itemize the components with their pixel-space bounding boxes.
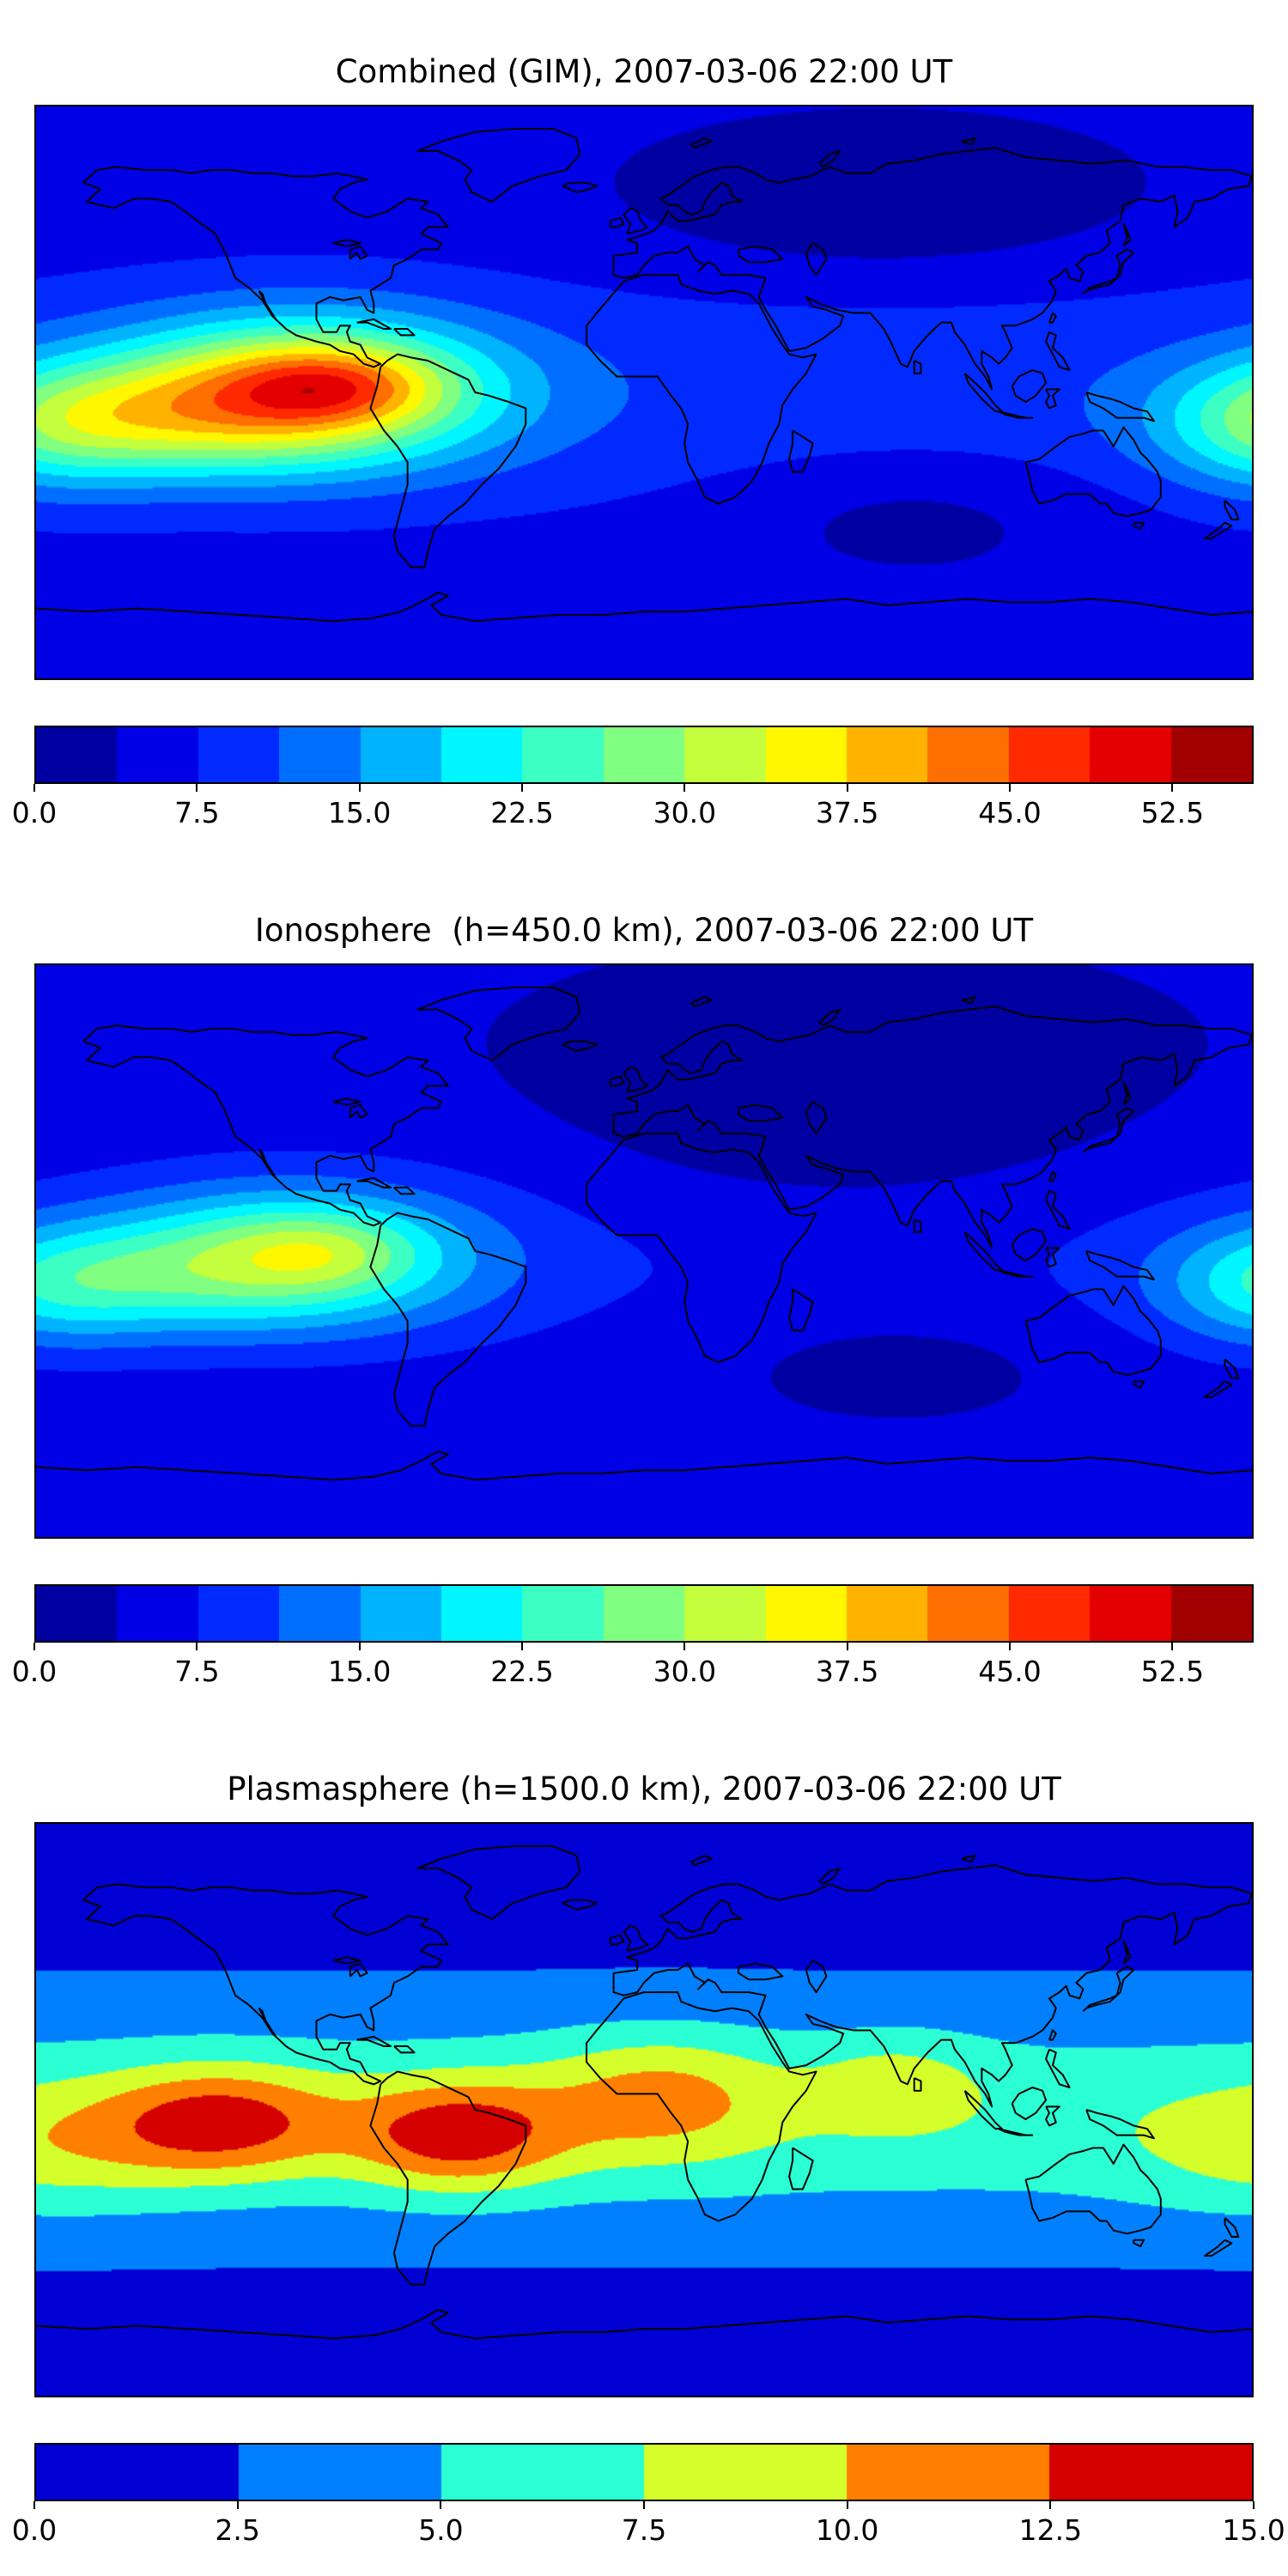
colorbar-tickmark (521, 1643, 523, 1650)
colorbar (34, 1584, 1254, 1643)
colorbar-tickmark (683, 784, 686, 792)
colorbar-tickmark (196, 784, 198, 792)
tec-field-canvas (36, 965, 1252, 1537)
colorbar (34, 726, 1254, 784)
colorbar-tick-label: 0.0 (11, 1655, 58, 1688)
colorbar-tick-label: 22.5 (490, 1655, 554, 1688)
colorbar-tick-label: 5.0 (418, 2513, 464, 2547)
coastline-path (36, 127, 1252, 623)
colorbar-tickmark (1009, 1643, 1011, 1650)
colorbar-tickmark (643, 2501, 645, 2509)
panel-plasmasphere: Plasmasphere (h=1500.0 km), 2007-03-06 2… (0, 1717, 1288, 2576)
colorbar-tickmark (846, 2501, 848, 2509)
colorbar-tickmark (1049, 2501, 1052, 2509)
tec-field-canvas (36, 106, 1252, 678)
colorbar-tickmark (196, 1643, 198, 1650)
colorbar-tick-label: 15.0 (327, 796, 392, 829)
colorbar-tickmark (440, 2501, 442, 2509)
colorbar-tick-label: 22.5 (490, 796, 554, 829)
colorbar (34, 2443, 1254, 2501)
world-map-ionosphere (34, 963, 1254, 1539)
colorbar-tickmark (33, 1643, 35, 1650)
coastline-path (36, 986, 1252, 1481)
colorbar-tickmark (846, 1643, 848, 1650)
colorbar-tick-label: 37.5 (815, 796, 879, 829)
coastlines-overlay (36, 986, 1252, 1481)
colorbar-tickmark (1253, 2501, 1255, 2509)
colorbar-tickmark (521, 784, 523, 792)
colorbar-tick-label: 0.0 (11, 2513, 58, 2547)
world-map-plasmasphere (34, 1822, 1254, 2397)
colorbar-tickmark (358, 1643, 361, 1650)
colorbar-tick-label: 12.5 (1018, 2513, 1083, 2547)
colorbar-canvas (36, 1586, 1252, 1641)
world-map-combined (34, 105, 1254, 680)
panel-title: Combined (GIM), 2007-03-06 22:00 UT (335, 53, 953, 90)
colorbar-tick-label: 15.0 (1222, 2513, 1285, 2547)
panel-title: Plasmasphere (h=1500.0 km), 2007-03-06 2… (227, 1771, 1061, 1807)
colorbar-canvas (36, 2445, 1252, 2500)
colorbar-tickmark (358, 784, 361, 792)
colorbar-tick-label: 45.0 (978, 1655, 1042, 1688)
colorbar-area: 0.0 7.5 15.0 22.5 30.0 37.5 45.0 52.5 (12, 726, 1254, 837)
colorbar-tick-label: 0.0 (11, 796, 58, 829)
colorbar-tick-label: 2.5 (215, 2513, 260, 2547)
colorbar-ticks: 0.0 7.5 15.0 22.5 30.0 37.5 45.0 52.5 (12, 726, 1254, 837)
colorbar-tick-label: 30.0 (653, 796, 717, 829)
colorbar-tick-label: 7.5 (174, 1655, 220, 1688)
colorbar-tickmark (236, 2501, 239, 2509)
colorbar-tickmark (1171, 784, 1174, 792)
colorbar-tickmark (1009, 784, 1011, 792)
colorbar-tickmark (1171, 1643, 1174, 1650)
tec-field-canvas (36, 1824, 1252, 2396)
colorbar-tickmark (33, 784, 35, 792)
colorbar-tick-label: 15.0 (327, 1655, 392, 1688)
panel-combined-gim: Combined (GIM), 2007-03-06 22:00 UT 0.0 7… (0, 0, 1288, 859)
colorbar-ticks: 0.0 2.5 5.0 7.5 10.0 12.5 15.0 (12, 2443, 1285, 2555)
colorbar-tickmark (33, 2501, 35, 2509)
coastlines-overlay (36, 127, 1252, 623)
colorbar-tick-label: 7.5 (621, 2513, 667, 2547)
colorbar-tick-label: 52.5 (1140, 1655, 1205, 1688)
colorbar-tick-label: 52.5 (1140, 796, 1205, 829)
colorbar-tick-label: 7.5 (174, 796, 220, 829)
coastlines-overlay (36, 1844, 1252, 2340)
colorbar-canvas (36, 727, 1252, 782)
colorbar-tickmark (846, 784, 848, 792)
colorbar-tick-label: 45.0 (978, 796, 1042, 829)
coastline-path (36, 1844, 1252, 2340)
colorbar-area: 0.0 7.5 15.0 22.5 30.0 37.5 45.0 52.5 (12, 1584, 1254, 1696)
colorbar-ticks: 0.0 7.5 15.0 22.5 30.0 37.5 45.0 52.5 (12, 1584, 1254, 1696)
panel-title: Ionosphere (h=450.0 km), 2007-03-06 22:0… (254, 912, 1034, 949)
colorbar-area: 0.0 2.5 5.0 7.5 10.0 12.5 15.0 (12, 2443, 1285, 2555)
colorbar-tick-label: 37.5 (815, 1655, 879, 1688)
colorbar-tick-label: 30.0 (653, 1655, 717, 1688)
colorbar-tick-label: 10.0 (815, 2513, 879, 2547)
colorbar-tickmark (683, 1643, 686, 1650)
panel-ionosphere: Ionosphere (h=450.0 km), 2007-03-06 22:0… (0, 859, 1288, 1717)
